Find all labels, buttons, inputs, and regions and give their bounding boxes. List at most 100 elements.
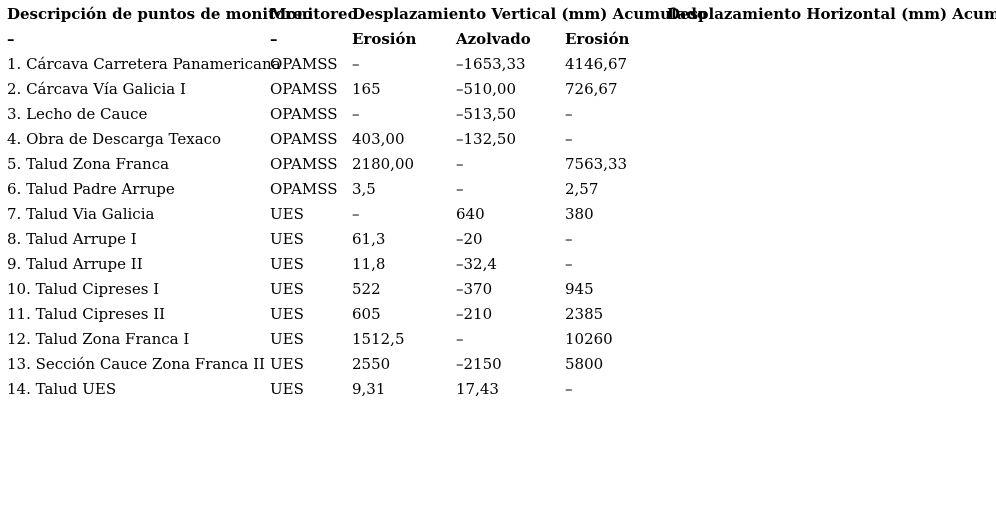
description-cell: 10. Talud Cipreses I (7, 280, 160, 298)
header-row: Descripción de puntos de monitoreo Monit… (7, 2, 996, 27)
monitoreo-cell: UES (270, 255, 304, 273)
subheader-azolvado: Azolvado (456, 30, 531, 48)
azolvado-cell: –513,50 (456, 105, 516, 123)
subheader-description: – (7, 30, 15, 48)
empty-cell (667, 177, 989, 202)
table-row: 6. Talud Padre Arrupe OPAMSS 3,5 – 2,57 (7, 177, 989, 202)
erosion-horizontal-cell: 380 (565, 205, 594, 223)
azolvado-cell: –132,50 (456, 130, 516, 148)
erosion-horizontal-cell: 2385 (565, 305, 604, 323)
monitoring-table: Descripción de puntos de monitoreo Monit… (7, 2, 996, 402)
erosion-horizontal-cell: 726,67 (565, 80, 618, 98)
monitoreo-cell: OPAMSS (270, 80, 338, 98)
description-cell: 2. Cárcava Vía Galicia I (7, 80, 186, 98)
empty-cell (667, 227, 989, 252)
table-row: 4. Obra de Descarga Texaco OPAMSS 403,00… (7, 127, 989, 152)
description-cell: 11. Talud Cipreses II (7, 305, 166, 323)
erosion-horizontal-cell: 10260 (565, 330, 613, 348)
empty-cell (667, 152, 989, 177)
erosion-horizontal-cell: – (565, 230, 573, 248)
monitoreo-cell: UES (270, 355, 304, 373)
subheader-erosion-horizontal: Erosión (565, 30, 630, 48)
monitoreo-cell: UES (270, 380, 304, 398)
monitoreo-cell: UES (270, 305, 304, 323)
empty-cell (667, 127, 989, 152)
azolvado-cell: –370 (456, 280, 493, 298)
table-row: 7. Talud Via Galicia UES – 640 380 (7, 202, 989, 227)
table-row: 5. Talud Zona Franca OPAMSS 2180,00 – 75… (7, 152, 989, 177)
description-cell: 13. Sección Cauce Zona Franca II (7, 355, 265, 373)
erosion-horizontal-cell: – (565, 380, 573, 398)
azolvado-cell: – (456, 180, 464, 198)
erosion-vertical-cell: 3,5 (352, 180, 376, 198)
table-row: 2. Cárcava Vía Galicia I OPAMSS 165 –510… (7, 77, 989, 102)
description-cell: 7. Talud Via Galicia (7, 205, 155, 223)
empty-cell (667, 252, 989, 277)
empty-cell (667, 277, 989, 302)
subheader-monitoreo: – (270, 30, 278, 48)
erosion-vertical-cell: 1512,5 (352, 330, 405, 348)
empty-cell (667, 202, 989, 227)
erosion-vertical-cell: 2550 (352, 355, 391, 373)
erosion-horizontal-cell: – (565, 105, 573, 123)
azolvado-cell: –20 (456, 230, 483, 248)
monitoreo-cell: OPAMSS (270, 105, 338, 123)
erosion-horizontal-cell: – (565, 130, 573, 148)
erosion-vertical-cell: 2180,00 (352, 155, 415, 173)
empty-cell (667, 327, 989, 352)
monitoreo-cell: OPAMSS (270, 130, 338, 148)
azolvado-cell: –32,4 (456, 255, 497, 273)
erosion-horizontal-cell: 945 (565, 280, 594, 298)
monitoreo-cell: UES (270, 280, 304, 298)
description-cell: 5. Talud Zona Franca (7, 155, 170, 173)
azolvado-cell: 640 (456, 205, 485, 223)
erosion-horizontal-cell: 7563,33 (565, 155, 628, 173)
empty-cell (667, 102, 989, 127)
monitoreo-cell: OPAMSS (270, 155, 338, 173)
empty-cell (667, 77, 989, 102)
empty-cell (667, 27, 989, 52)
table-row: 11. Talud Cipreses II UES 605 –210 2385 (7, 302, 989, 327)
empty-cell (667, 352, 989, 377)
header-horizontal-group: Desplazamiento Horizontal (mm) Acumulado (667, 5, 996, 23)
monitoreo-cell: UES (270, 205, 304, 223)
erosion-horizontal-cell: 5800 (565, 355, 604, 373)
header-description: Descripción de puntos de monitoreo (7, 5, 313, 23)
erosion-vertical-cell: 61,3 (352, 230, 386, 248)
header-monitoreo: Monitoreo (270, 5, 358, 23)
erosion-vertical-cell: – (352, 55, 360, 73)
azolvado-cell: – (456, 330, 464, 348)
erosion-horizontal-cell: 4146,67 (565, 55, 628, 73)
description-cell: 6. Talud Padre Arrupe (7, 180, 175, 198)
table-row: 3. Lecho de Cauce OPAMSS – –513,50 – (7, 102, 989, 127)
erosion-vertical-cell: 403,00 (352, 130, 405, 148)
description-cell: 12. Talud Zona Franca I (7, 330, 190, 348)
table-row: 14. Talud UES UES 9,31 17,43 – (7, 377, 989, 402)
subheader-erosion-vertical: Erosión (352, 30, 417, 48)
azolvado-cell: –210 (456, 305, 493, 323)
erosion-horizontal-cell: 2,57 (565, 180, 599, 198)
erosion-vertical-cell: 11,8 (352, 255, 386, 273)
erosion-vertical-cell: 9,31 (352, 380, 386, 398)
empty-cell (667, 377, 989, 402)
erosion-vertical-cell: 605 (352, 305, 381, 323)
azolvado-cell: 17,43 (456, 380, 499, 398)
empty-cell (667, 52, 989, 77)
erosion-horizontal-cell: – (565, 255, 573, 273)
description-cell: 3. Lecho de Cauce (7, 105, 148, 123)
table-row: 13. Sección Cauce Zona Franca II UES 255… (7, 352, 989, 377)
empty-cell (667, 302, 989, 327)
monitoreo-cell: UES (270, 330, 304, 348)
description-cell: 14. Talud UES (7, 380, 117, 398)
erosion-vertical-cell: 165 (352, 80, 381, 98)
subheader-row: – – Erosión Azolvado Erosión (7, 27, 989, 52)
azolvado-cell: –2150 (456, 355, 502, 373)
erosion-vertical-cell: – (352, 205, 360, 223)
description-cell: 1. Cárcava Carretera Panamericana (7, 55, 281, 73)
table-row: 1. Cárcava Carretera Panamericana OPAMSS… (7, 52, 989, 77)
monitoreo-cell: UES (270, 230, 304, 248)
monitoreo-cell: OPAMSS (270, 55, 338, 73)
table-row: 9. Talud Arrupe II UES 11,8 –32,4 – (7, 252, 989, 277)
description-cell: 9. Talud Arrupe II (7, 255, 143, 273)
erosion-vertical-cell: 522 (352, 280, 381, 298)
